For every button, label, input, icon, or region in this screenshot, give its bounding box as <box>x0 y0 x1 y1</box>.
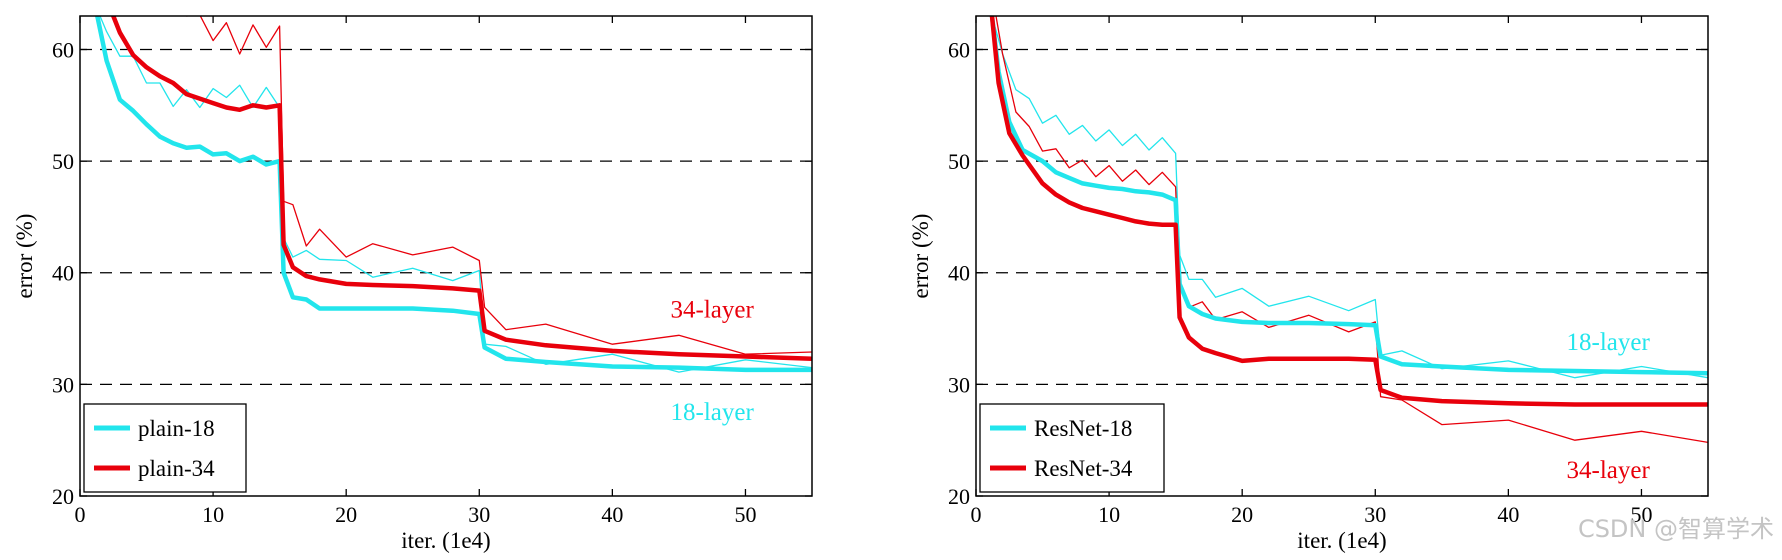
x-tick-label: 30 <box>1364 502 1386 527</box>
y-tick-label: 30 <box>52 372 74 397</box>
annotation-red-34-layer: 34-layer <box>1567 457 1651 484</box>
x-axis-label: iter. (1e4) <box>401 528 490 553</box>
y-tick-label: 50 <box>948 149 970 174</box>
axes-frame <box>975 15 1709 497</box>
x-axis-label: iter. (1e4) <box>1297 528 1386 553</box>
x-tick-label: 50 <box>734 502 756 527</box>
y-axis-label: error (%) <box>12 214 37 299</box>
x-tick-label: 40 <box>1497 502 1519 527</box>
x-tick-label: 40 <box>601 502 623 527</box>
y-axis-label: error (%) <box>908 214 933 299</box>
y-tick-label: 50 <box>52 149 74 174</box>
series-line-resnet-34 <box>989 16 1708 407</box>
legend-label-plain-18: plain-18 <box>138 416 215 441</box>
legend-label-resnet-18: ResNet-18 <box>1034 416 1132 441</box>
axes-frame <box>79 15 813 497</box>
y-tick-label: 60 <box>52 37 74 62</box>
y-tick-label: 40 <box>948 261 970 286</box>
series-line-resnet-34-train <box>995 16 1708 444</box>
x-tick-label: 20 <box>1231 502 1253 527</box>
y-tick-label: 20 <box>52 484 74 509</box>
legend-box <box>979 403 1165 493</box>
watermark-text: CSDN @智算学术 <box>1578 515 1774 543</box>
x-tick-label: 50 <box>1630 502 1652 527</box>
x-tick-label: 0 <box>971 502 982 527</box>
series-line-plain-34-train <box>185 16 812 355</box>
y-tick-label: 40 <box>52 261 74 286</box>
annotation-cyan-18-layer: 18-layer <box>1567 329 1651 356</box>
legend-box <box>83 403 247 493</box>
annotation-cyan-18-layer: 18-layer <box>671 399 755 426</box>
chart-resnet: 0 10 20 30 40 50 20 30 40 50 60 iter. (1e4) error (%… <box>908 15 1709 553</box>
x-tick-label: 30 <box>468 502 490 527</box>
legend-label-resnet-34: ResNet-34 <box>1034 456 1133 481</box>
series-line-plain-34 <box>111 16 812 361</box>
annotation-red-34-layer: 34-layer <box>671 296 755 323</box>
y-tick-label: 20 <box>948 484 970 509</box>
series-line-resnet-18 <box>989 16 1708 376</box>
legend-label-plain-34: plain-34 <box>138 456 215 481</box>
x-tick-label: 10 <box>202 502 224 527</box>
x-tick-label: 0 <box>75 502 86 527</box>
y-tick-label: 60 <box>948 37 970 62</box>
x-tick-label: 10 <box>1098 502 1120 527</box>
chart-plain: 0 10 20 30 40 50 20 30 40 50 60 iter. (1e4) error (%… <box>12 15 813 553</box>
x-tick-label: 20 <box>335 502 357 527</box>
series-line-plain-18 <box>95 16 812 373</box>
y-tick-label: 30 <box>948 372 970 397</box>
